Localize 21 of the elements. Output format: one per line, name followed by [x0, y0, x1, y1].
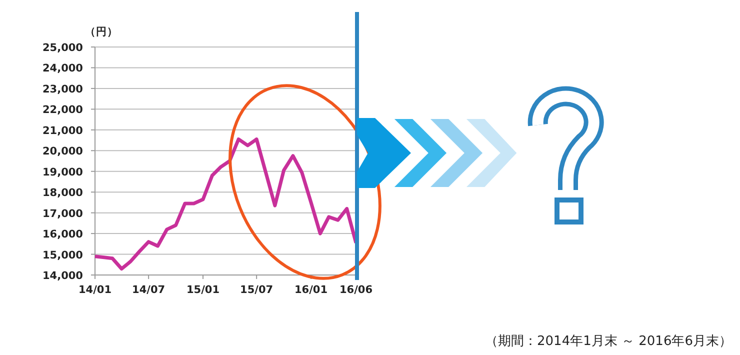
y-tick-label: 21,000: [42, 124, 83, 137]
x-tick-label: 15/07: [240, 284, 274, 296]
x-tick-label: 14/07: [132, 284, 166, 296]
y-tick-label: 18,000: [42, 187, 83, 200]
y-tick-label: 16,000: [42, 228, 83, 241]
y-tick-label: 25,000: [42, 42, 83, 54]
y-tick-label: 14,000: [42, 270, 83, 282]
x-tick-label: 15/01: [186, 284, 220, 296]
y-axis-title: （円）: [85, 26, 118, 38]
x-tick-label: 16/01: [294, 284, 328, 296]
y-tick-label: 19,000: [42, 166, 83, 178]
y-tick-label: 17,000: [42, 208, 83, 220]
text: （期間：2014年1月末 ～ 2016年6月末）: [485, 334, 732, 349]
x-tick-label: 14/01: [78, 284, 112, 296]
y-tick-label: 20,000: [42, 146, 83, 158]
y-tick-label: 24,000: [42, 62, 83, 75]
line-series: [93, 137, 358, 271]
y-tick-label: 23,000: [42, 83, 83, 96]
x-tick-label: 16/06: [339, 284, 373, 296]
y-tick-label: 15,000: [42, 249, 83, 262]
y-tick-label: 22,000: [42, 104, 83, 116]
